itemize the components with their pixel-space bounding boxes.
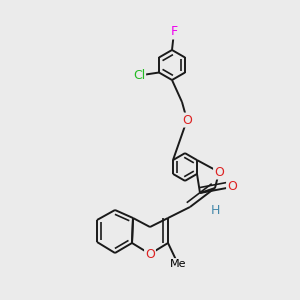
Text: O: O — [227, 181, 237, 194]
Text: Me: Me — [170, 259, 186, 269]
Text: O: O — [182, 113, 192, 127]
Text: F: F — [170, 26, 178, 38]
Text: Cl: Cl — [133, 69, 145, 82]
Text: O: O — [214, 166, 224, 178]
Text: O: O — [145, 248, 155, 260]
Text: H: H — [210, 203, 220, 217]
